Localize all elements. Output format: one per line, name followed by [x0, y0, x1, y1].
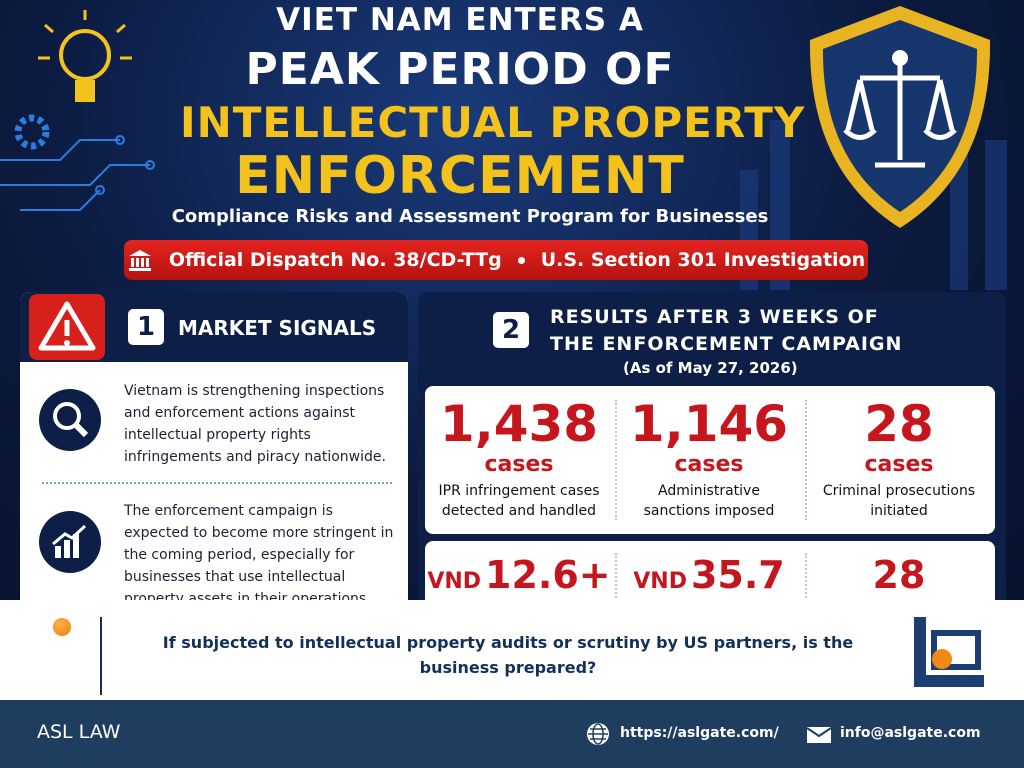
- globe-icon: [587, 723, 609, 745]
- section-title: MARKET SIGNALS: [178, 316, 377, 340]
- stat: VND 12.6+: [425, 553, 613, 597]
- title-line: THE ENFORCEMENT CAMPAIGN: [550, 333, 903, 355]
- currency: VND: [633, 569, 687, 594]
- title-line: INTELLECTUAL PROPERTY: [180, 98, 806, 147]
- warning-icon: [29, 294, 105, 360]
- stat: 1,438 cases IPR infringement cases detecte…: [425, 396, 613, 521]
- stat-value: 12.6+: [485, 553, 611, 597]
- stat: 1,146 cases Administrative sanctions impos…: [615, 396, 803, 521]
- currency: VND: [427, 569, 482, 594]
- market-signals-card: 1 MARKET SIGNALS Vietnam is strengthenin…: [20, 292, 408, 600]
- website-link[interactable]: https://aslgate.com/: [620, 725, 779, 741]
- section-number: 1: [128, 309, 164, 345]
- stat: 28: [805, 553, 993, 597]
- paragraph: Vietnam is strengthening inspections and…: [124, 383, 386, 465]
- footer: ASL LAW https://aslgate.com/ info@aslgat…: [0, 700, 1024, 768]
- bank-icon: [128, 250, 151, 271]
- tech-decoration: [0, 10, 155, 211]
- divider: [805, 400, 807, 520]
- divider: [42, 482, 392, 484]
- stat-unit: cases: [864, 452, 934, 477]
- stats-box: 1,438 cases IPR infringement cases detecte…: [425, 386, 995, 534]
- stat-value: 28: [872, 553, 926, 597]
- section-title: RESULTS AFTER 3 WEEKS OF THE ENFORCEMENT…: [550, 304, 903, 358]
- divider: [615, 400, 617, 520]
- stat-label: Administrative sanctions imposed: [643, 483, 775, 519]
- subtitle: Compliance Risks and Assessment Program …: [171, 206, 769, 227]
- title-line: ENFORCEMENT: [235, 146, 685, 206]
- stat-label: Criminal prosecutions initiated: [822, 483, 976, 519]
- stat-unit: cases: [484, 452, 554, 477]
- title-line: RESULTS AFTER 3 WEEKS OF: [550, 306, 879, 328]
- brand: ASL LAW: [37, 721, 121, 743]
- banner-item: Official Dispatch No. 38/CD-TTg: [168, 249, 502, 271]
- stat-value: 35.7: [690, 553, 785, 597]
- separator-dot: [517, 256, 525, 264]
- stat: VND 35.7: [615, 553, 803, 597]
- search-icon: [39, 389, 101, 451]
- results-card: 2 RESULTS AFTER 3 WEEKS OF THE ENFORCEME…: [418, 292, 1006, 600]
- infographic: VIET NAM ENTERS A PEAK PERIOD OF INTELLE…: [0, 0, 1024, 600]
- stats-box: VND 12.6+ VND 35.7 28: [425, 541, 995, 600]
- stat-unit: cases: [674, 452, 744, 477]
- divider: [615, 553, 617, 600]
- question: If subjected to intellectual property au…: [162, 633, 854, 677]
- stat-value: 1,438: [439, 395, 599, 453]
- title-line: PEAK PERIOD OF: [245, 44, 675, 95]
- stat-label: IPR infringement cases detected and hand…: [438, 483, 600, 519]
- section-number: 2: [493, 312, 529, 348]
- title-line: VIET NAM ENTERS A: [276, 2, 644, 38]
- logo: [914, 617, 984, 687]
- stat-value: 1,146: [629, 395, 789, 453]
- accent-dot: [53, 618, 71, 636]
- email-link[interactable]: info@aslgate.com: [840, 725, 981, 741]
- stat-value: 28: [864, 395, 934, 453]
- stat: 28 cases Criminal prosecutions initiated: [805, 396, 993, 521]
- paragraph: The enforcement campaign is expected to …: [124, 503, 394, 600]
- banner: Official Dispatch No. 38/CD-TTg U.S. Sec…: [124, 240, 868, 280]
- date-note: (As of May 27, 2026): [623, 359, 798, 377]
- divider: [100, 617, 102, 695]
- divider: [805, 553, 807, 600]
- mail-icon: [807, 727, 831, 743]
- banner-item: U.S. Section 301 Investigation: [540, 249, 866, 271]
- chart-icon: [39, 511, 101, 573]
